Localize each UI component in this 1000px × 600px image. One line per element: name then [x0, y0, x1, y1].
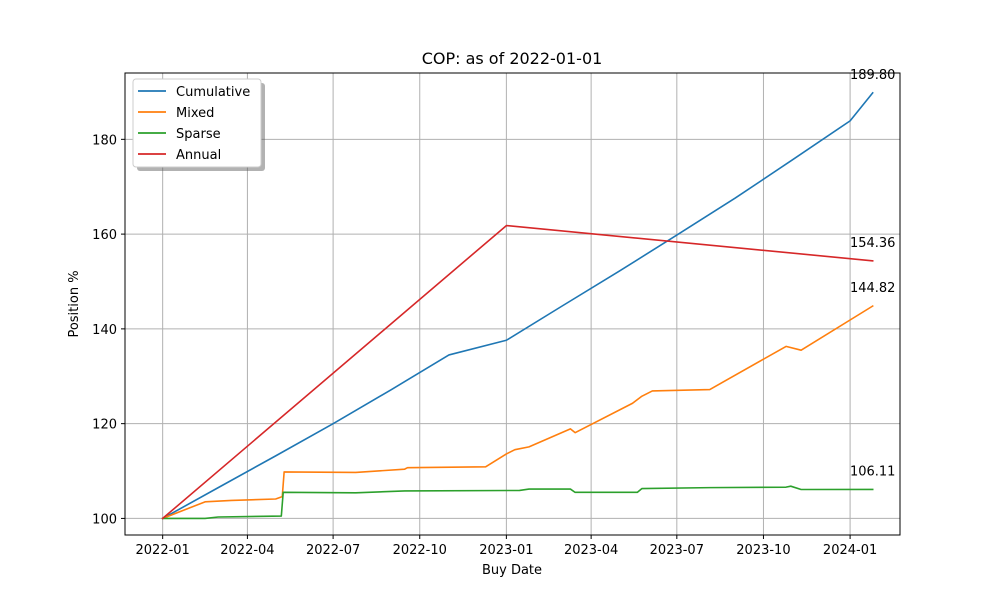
y-tick-label: 180 — [92, 133, 117, 148]
x-tick-label: 2023-10 — [736, 543, 790, 558]
annotation-label: 154.36 — [850, 236, 896, 251]
series-layer — [161, 91, 874, 520]
x-tick-label: 2023-07 — [650, 543, 704, 558]
x-axis-label: Buy Date — [482, 563, 542, 578]
annotation-label: 189.80 — [850, 68, 896, 83]
end-value-annotations: 189.80 154.36 144.82 106.11 — [850, 68, 896, 480]
series-line-sparse — [161, 485, 874, 520]
y-tick-label: 160 — [92, 228, 117, 243]
annotation-label: 144.82 — [850, 281, 896, 296]
annotation-label: 106.11 — [850, 464, 896, 479]
x-tick-label: 2022-01 — [136, 543, 190, 558]
legend-label-cumulative: Cumulative — [176, 85, 250, 100]
series-line-annual — [161, 224, 874, 520]
chart-title: COP: as of 2022-01-01 — [422, 49, 603, 68]
grid — [125, 73, 900, 535]
legend-box — [132, 78, 262, 168]
x-tick-label: 2022-10 — [393, 543, 447, 558]
legend-label-mixed: Mixed — [176, 106, 214, 121]
legend-label-sparse: Sparse — [176, 127, 221, 142]
series-line-mixed — [161, 304, 874, 520]
x-tick-label: 2024-01 — [823, 543, 877, 558]
x-tick-label: 2023-01 — [479, 543, 533, 558]
legend: Cumulative Mixed Sparse Annual — [132, 78, 265, 171]
x-tick-label: 2022-07 — [306, 543, 360, 558]
y-tick-label: 120 — [92, 418, 117, 433]
y-axis-label: Position % — [67, 270, 82, 337]
x-axis-ticks: 2022-01 2022-04 2022-07 2022-10 2023-01 2023-… — [136, 535, 877, 558]
x-tick-label: 2023-04 — [564, 543, 618, 558]
y-tick-label: 100 — [92, 512, 117, 527]
series-line-cumulative — [161, 91, 874, 520]
legend-label-annual: Annual — [176, 148, 221, 163]
y-axis-ticks: 100 120 140 160 180 — [92, 133, 125, 527]
plot-frame — [124, 72, 901, 536]
x-tick-label: 2022-04 — [220, 543, 274, 558]
y-tick-label: 140 — [92, 323, 117, 338]
